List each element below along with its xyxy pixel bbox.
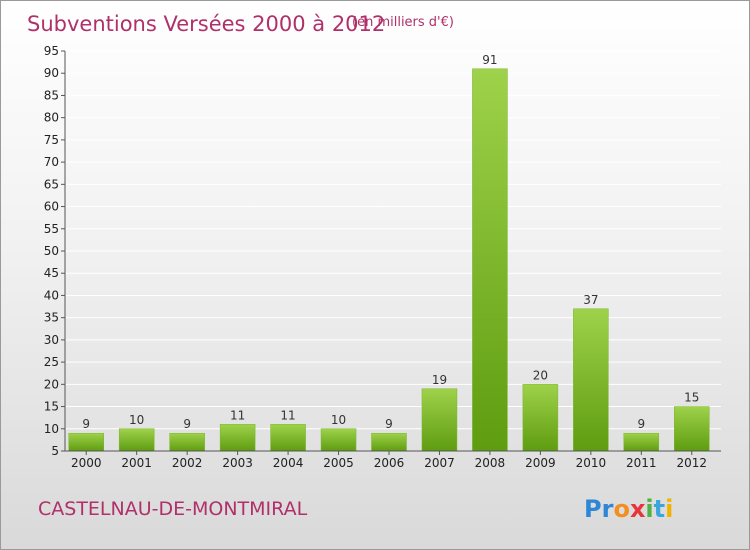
chart-unit: (en milliers d'€): [352, 15, 454, 30]
logo-letter: r: [602, 495, 614, 523]
data-label: 9: [637, 417, 645, 431]
x-tick-label: 2009: [525, 456, 556, 470]
y-tick-label: 60: [44, 200, 59, 214]
data-label: 10: [331, 413, 346, 427]
bar: [421, 388, 458, 452]
x-tick-label: 2006: [374, 456, 405, 470]
logo-letter: i: [665, 495, 673, 523]
commune-name: CASTELNAU-DE-MONTMIRAL: [38, 498, 308, 520]
y-axis: 5 10 15 20 25 30 35 40 45 50 55 60 65 70 75 80 85 90 95: [44, 44, 66, 458]
bar: [674, 406, 710, 452]
bar: [68, 432, 104, 452]
x-tick-label: 2008: [475, 456, 506, 470]
proxiti-logo[interactable]: Proxiti: [584, 495, 673, 523]
data-label: 15: [684, 391, 699, 405]
bar: [472, 68, 508, 452]
data-label: 11: [230, 408, 245, 422]
bar: [623, 432, 660, 452]
y-tick-label: 5: [51, 444, 59, 458]
logo-letter: i: [645, 495, 653, 523]
x-tick-label: 2010: [576, 456, 607, 470]
x-tick-label: 2012: [676, 456, 707, 470]
y-tick-label: 95: [44, 44, 59, 58]
bar: [371, 432, 407, 452]
data-label: 9: [183, 417, 191, 431]
gridlines: [65, 50, 721, 452]
bar: [573, 308, 609, 452]
y-tick-label: 25: [44, 355, 59, 369]
y-tick-label: 45: [44, 266, 59, 280]
x-tick-label: 2000: [71, 456, 102, 470]
y-tick-label: 75: [44, 133, 59, 147]
data-label: 10: [129, 413, 144, 427]
y-tick-label: 65: [44, 177, 59, 191]
x-tick-label: 2002: [172, 456, 203, 470]
y-tick-label: 40: [44, 288, 59, 302]
x-tick-label: 2001: [121, 456, 152, 470]
y-tick-label: 70: [44, 155, 59, 169]
x-axis: 2000 2001 2002 2003 2004 2005 2006 2007 2008 2009…: [65, 450, 721, 470]
y-tick-label: 20: [44, 377, 59, 391]
y-tick-label: 50: [44, 244, 59, 258]
data-label: 9: [82, 417, 90, 431]
y-tick-label: 15: [44, 400, 59, 414]
logo-letter: x: [630, 495, 646, 523]
x-tick-label: 2004: [273, 456, 304, 470]
y-tick-label: 90: [44, 66, 59, 80]
bar: [270, 424, 306, 452]
y-tick-label: 30: [44, 333, 59, 347]
logo-letter: t: [654, 495, 665, 523]
x-tick-label: 2003: [222, 456, 253, 470]
bars: 9 10 9 11 11 10 9 19 91 20 37 9 15: [68, 53, 710, 452]
y-tick-label: 80: [44, 111, 59, 125]
y-tick-label: 10: [44, 422, 59, 436]
bar: [118, 428, 155, 452]
bar: [219, 424, 256, 452]
x-tick-label: 2007: [424, 456, 455, 470]
y-tick-label: 55: [44, 222, 59, 236]
bar: [169, 432, 205, 452]
data-label: 11: [280, 408, 295, 422]
y-tick-label: 35: [44, 311, 59, 325]
x-tick-label: 2005: [323, 456, 354, 470]
chart-title: Subventions Versées 2000 à 2012: [27, 12, 385, 36]
data-label: 20: [533, 368, 548, 382]
data-label: 91: [482, 53, 497, 67]
y-tick-label: 85: [44, 88, 59, 102]
bar: [522, 384, 559, 452]
logo-letter: o: [613, 495, 630, 523]
bar: [320, 428, 357, 452]
data-label: 19: [432, 373, 447, 387]
x-tick-label: 2011: [626, 456, 657, 470]
logo-letter: P: [584, 495, 602, 523]
data-label: 9: [385, 417, 393, 431]
data-label: 37: [583, 293, 598, 307]
